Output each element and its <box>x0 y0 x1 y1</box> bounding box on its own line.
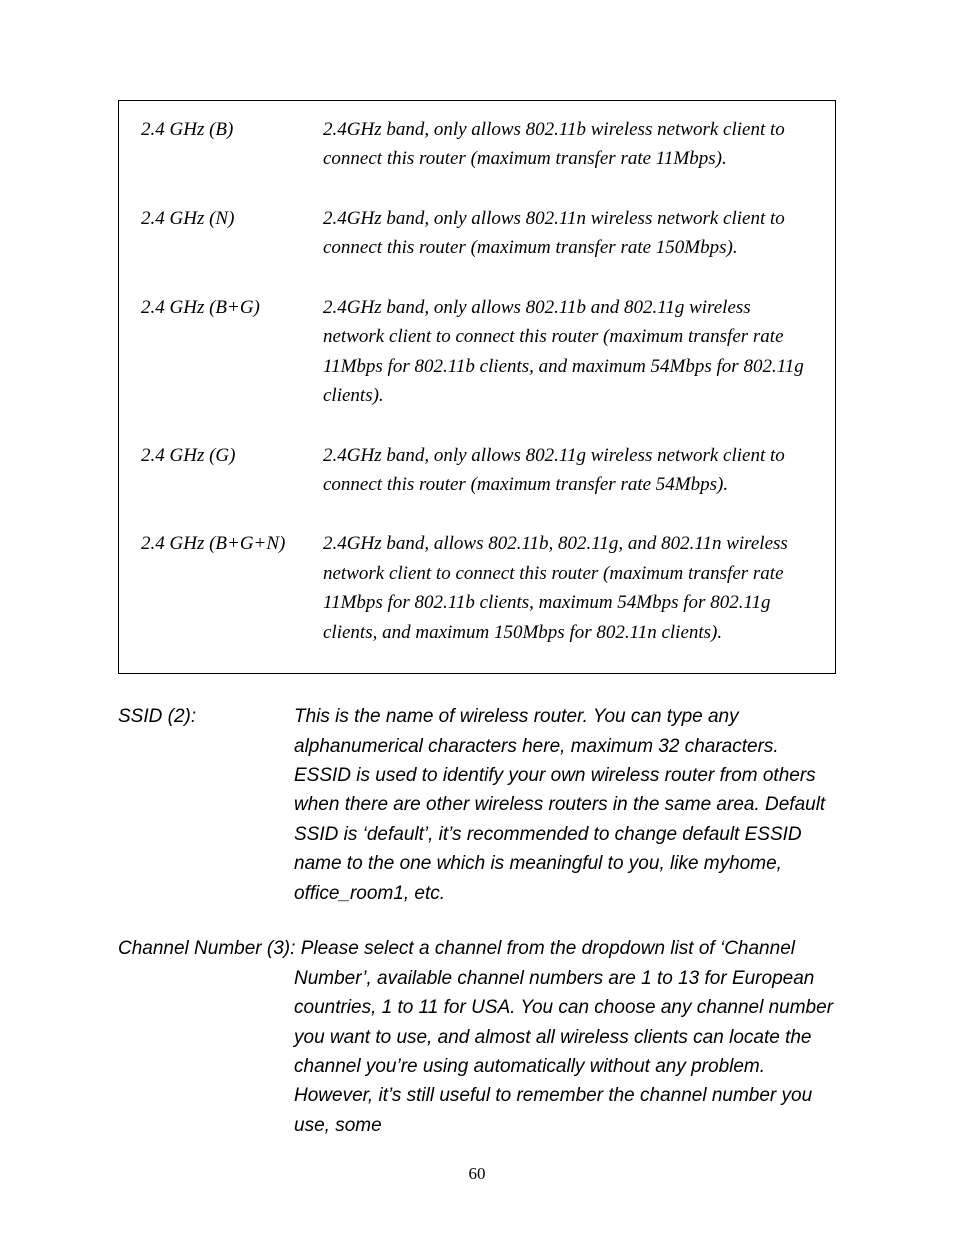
table-row: 2.4 GHz (N) 2.4GHz band, only allows 802… <box>141 204 813 263</box>
page-number: 60 <box>118 1164 836 1184</box>
ssid-paragraph: SSID (2): This is the name of wireless r… <box>118 702 836 908</box>
wireless-band-table: 2.4 GHz (B) 2.4GHz band, only allows 802… <box>118 100 836 674</box>
ssid-body: This is the name of wireless router. You… <box>294 702 836 908</box>
band-term: 2.4 GHz (B+G+N) <box>141 529 323 647</box>
channel-first-line: Channel Number (3): Please select a chan… <box>118 938 795 959</box>
band-desc: 2.4GHz band, only allows 802.11b wireles… <box>323 115 813 174</box>
band-desc: 2.4GHz band, only allows 802.11g wireles… <box>323 441 813 500</box>
ssid-label: SSID (2): <box>118 702 294 908</box>
table-row: 2.4 GHz (B) 2.4GHz band, only allows 802… <box>141 115 813 174</box>
band-term: 2.4 GHz (N) <box>141 204 323 263</box>
table-row: 2.4 GHz (B+G+N) 2.4GHz band, allows 802.… <box>141 529 813 647</box>
band-term: 2.4 GHz (G) <box>141 441 323 500</box>
table-row: 2.4 GHz (G) 2.4GHz band, only allows 802… <box>141 441 813 500</box>
band-term: 2.4 GHz (B) <box>141 115 323 174</box>
table-row: 2.4 GHz (B+G) 2.4GHz band, only allows 8… <box>141 293 813 411</box>
band-desc: 2.4GHz band, only allows 802.11b and 802… <box>323 293 813 411</box>
band-term: 2.4 GHz (B+G) <box>141 293 323 411</box>
channel-paragraph: Channel Number (3): Please select a chan… <box>118 934 836 1140</box>
channel-rest: Number’, available channel numbers are 1… <box>118 964 836 1141</box>
band-desc: 2.4GHz band, allows 802.11b, 802.11g, an… <box>323 529 813 647</box>
band-desc: 2.4GHz band, only allows 802.11n wireles… <box>323 204 813 263</box>
